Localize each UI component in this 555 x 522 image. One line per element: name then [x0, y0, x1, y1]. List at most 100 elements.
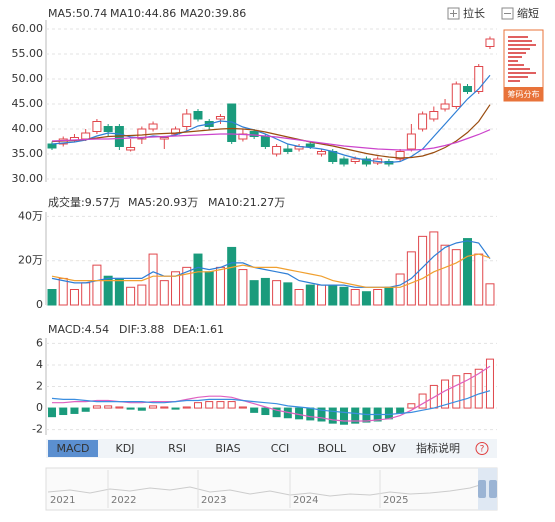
- volume-bar: [328, 284, 338, 306]
- volume-bar: [305, 284, 315, 306]
- navigator-year: 2024: [293, 495, 318, 506]
- candle-body: [451, 83, 461, 107]
- volume-bar: [429, 231, 439, 306]
- macd-bar: [463, 373, 472, 409]
- volume-bar: [294, 289, 304, 306]
- indicator-tab[interactable]: KDJ: [116, 442, 135, 455]
- y-tick-label: 55.00: [12, 47, 44, 60]
- volume-bar: [193, 253, 203, 306]
- zoom-out-button[interactable]: 缩短: [501, 6, 539, 20]
- navigator-handle[interactable]: [489, 480, 497, 498]
- zoom-in-button[interactable]: 拉长: [447, 6, 485, 20]
- volume-bar: [339, 286, 349, 306]
- volume-bar: [272, 280, 282, 306]
- indicator-tab[interactable]: MACD: [57, 442, 90, 455]
- macd-bar: [328, 407, 337, 424]
- volume-bar: [92, 264, 102, 306]
- macd-bar: [115, 406, 124, 409]
- volume-bar: [451, 249, 461, 306]
- indicator-tab[interactable]: BIAS: [215, 442, 240, 455]
- indicator-tab[interactable]: RSI: [168, 442, 186, 455]
- candle-body: [103, 126, 113, 132]
- candle-body: [429, 111, 439, 120]
- candle-body: [406, 133, 416, 150]
- macd-bar: [474, 368, 483, 409]
- candle-body: [283, 148, 293, 152]
- macd-bar: [250, 407, 259, 413]
- macd-bar: [261, 407, 270, 416]
- macd-bar: [384, 407, 393, 420]
- macd-bar: [351, 407, 360, 424]
- widget-label[interactable]: 筹码分布: [508, 89, 540, 99]
- volume-bar: [137, 284, 147, 306]
- candle-body: [418, 113, 428, 130]
- volume-bar: [440, 244, 450, 306]
- tab-bar: [46, 439, 497, 458]
- ma-line: [51, 240, 491, 288]
- macd-bar: [216, 401, 225, 409]
- legend-entry: DIF:3.88: [119, 323, 164, 336]
- navigator-window[interactable]: [478, 468, 497, 510]
- legend-entry: DEA:1.61: [173, 323, 224, 336]
- button-label[interactable]: 缩短: [517, 6, 539, 20]
- macd-bar: [407, 403, 416, 409]
- macd-bar: [59, 407, 68, 416]
- navigator[interactable]: [45, 467, 498, 511]
- volume-bar: [350, 289, 360, 306]
- volume-bar: [126, 286, 136, 306]
- volume-bar: [114, 277, 124, 306]
- candle-body: [126, 147, 136, 151]
- volume-bar: [463, 238, 473, 306]
- y-tick-label: -2: [32, 423, 43, 436]
- macd-bar: [272, 407, 281, 418]
- help-icon-text[interactable]: ?: [480, 445, 485, 455]
- indicator-tab[interactable]: CCI: [271, 442, 290, 455]
- legend-entry: MA5:50.74: [48, 7, 107, 20]
- volume-bar: [474, 253, 484, 306]
- volume-bar: [47, 289, 57, 306]
- navigator-year: 2021: [50, 495, 75, 506]
- legend-entry: MA5:20.93万: [128, 196, 198, 209]
- candle-body: [193, 111, 203, 120]
- volume-bar: [238, 269, 248, 306]
- indicator-tab[interactable]: BOLL: [318, 442, 347, 455]
- macd-bar: [317, 407, 326, 422]
- macd-bar: [452, 375, 461, 409]
- candle-body: [215, 116, 225, 120]
- volume-bar: [249, 280, 259, 306]
- volume-bar: [485, 283, 495, 306]
- y-tick-label: 20万: [18, 254, 43, 267]
- legend-entry: MA10:21.27万: [208, 196, 285, 209]
- tab-active-bg: [48, 440, 98, 457]
- macd-bar: [418, 393, 427, 409]
- volume-bar: [395, 273, 405, 306]
- chip-distribution[interactable]: 筹码分布: [503, 29, 544, 102]
- volume-bar: [159, 280, 169, 306]
- y-tick-label: 4: [36, 358, 43, 371]
- macd-bar: [193, 402, 202, 409]
- ma-line: [51, 390, 491, 416]
- button-label[interactable]: 拉长: [463, 6, 485, 20]
- navigator-year: 2025: [383, 495, 408, 506]
- legend-title: 成交量:9.57万: [48, 195, 120, 209]
- navigator-year: 2023: [201, 495, 226, 506]
- candle-body: [47, 143, 57, 149]
- macd-bar: [238, 406, 247, 409]
- navigator-handle[interactable]: [478, 480, 486, 498]
- volume-bar: [69, 289, 79, 306]
- volume-bar: [260, 277, 270, 306]
- candle-body: [159, 137, 169, 140]
- macd-bar: [205, 401, 214, 409]
- volume-bar: [215, 266, 225, 306]
- macd-bar: [171, 407, 180, 410]
- candle-body: [317, 151, 327, 155]
- indicator-tab[interactable]: OBV: [372, 442, 396, 455]
- candle-body: [260, 136, 270, 147]
- candle-body: [92, 121, 102, 132]
- y-tick-label: 2: [36, 380, 43, 393]
- help-icon[interactable]: [475, 442, 489, 455]
- ma-line: [51, 129, 491, 151]
- candle-body: [182, 113, 192, 127]
- volume-bar: [81, 282, 91, 306]
- indicator-tab[interactable]: 指标说明: [416, 441, 460, 455]
